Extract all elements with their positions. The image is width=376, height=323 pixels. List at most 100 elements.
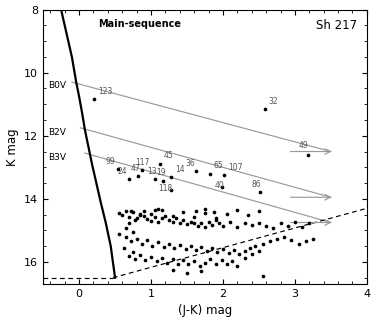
Point bbox=[252, 243, 258, 248]
Point bbox=[191, 221, 197, 226]
Point bbox=[135, 173, 141, 179]
Point bbox=[155, 206, 161, 212]
Point bbox=[162, 214, 168, 219]
Point bbox=[126, 177, 132, 182]
Point bbox=[204, 248, 210, 254]
Point bbox=[220, 246, 226, 251]
Point bbox=[152, 214, 158, 220]
Point bbox=[175, 261, 181, 266]
Text: 32: 32 bbox=[268, 97, 278, 106]
Point bbox=[224, 212, 230, 217]
Point bbox=[249, 222, 255, 227]
Text: 117: 117 bbox=[135, 158, 150, 167]
Point bbox=[155, 240, 161, 245]
Point bbox=[183, 246, 189, 251]
Point bbox=[258, 189, 264, 194]
Point bbox=[262, 106, 268, 111]
Point bbox=[207, 257, 213, 262]
Point bbox=[184, 270, 190, 276]
Point bbox=[310, 237, 316, 242]
Text: 36: 36 bbox=[186, 159, 195, 168]
Point bbox=[226, 251, 232, 256]
Point bbox=[130, 210, 136, 215]
Point bbox=[234, 207, 240, 213]
Text: 123: 123 bbox=[98, 87, 112, 96]
Point bbox=[227, 219, 233, 224]
Text: 86: 86 bbox=[252, 180, 261, 189]
Point bbox=[141, 214, 147, 219]
Point bbox=[303, 239, 309, 244]
Point bbox=[221, 172, 227, 178]
Point bbox=[199, 268, 205, 273]
Point bbox=[144, 217, 150, 222]
Text: 107: 107 bbox=[228, 163, 243, 172]
Text: 19: 19 bbox=[156, 168, 166, 177]
Point bbox=[177, 242, 183, 247]
Point bbox=[285, 223, 291, 228]
Point bbox=[229, 259, 235, 264]
Point bbox=[170, 267, 176, 272]
Point bbox=[126, 214, 132, 220]
Point bbox=[199, 220, 205, 225]
Point bbox=[234, 224, 240, 229]
Point bbox=[180, 258, 186, 263]
Point bbox=[91, 97, 97, 102]
Point bbox=[256, 208, 262, 214]
Point bbox=[195, 223, 201, 228]
Point bbox=[274, 237, 280, 242]
Point bbox=[148, 255, 154, 260]
Point bbox=[148, 212, 154, 217]
Point bbox=[202, 260, 208, 265]
Point bbox=[123, 235, 129, 240]
Point bbox=[188, 219, 194, 224]
Text: 24: 24 bbox=[118, 167, 127, 176]
Point bbox=[241, 220, 247, 225]
Point bbox=[191, 214, 197, 220]
Point bbox=[202, 224, 208, 229]
Point bbox=[213, 216, 219, 221]
Point bbox=[154, 259, 160, 264]
Point bbox=[164, 260, 170, 265]
Point bbox=[191, 259, 197, 264]
Point bbox=[133, 237, 139, 242]
Point bbox=[241, 255, 247, 261]
Point bbox=[296, 241, 302, 246]
Point bbox=[180, 210, 186, 215]
Point bbox=[157, 161, 163, 166]
Point bbox=[256, 221, 262, 226]
Text: Main-sequence: Main-sequence bbox=[98, 19, 181, 29]
Point bbox=[171, 245, 177, 250]
Text: B2V: B2V bbox=[48, 128, 66, 137]
Point bbox=[126, 254, 132, 259]
Point bbox=[220, 223, 226, 228]
Text: 49: 49 bbox=[299, 141, 308, 150]
Point bbox=[141, 208, 147, 214]
Point bbox=[123, 225, 129, 230]
Point bbox=[267, 239, 273, 244]
Point bbox=[259, 241, 265, 246]
Point bbox=[168, 175, 174, 180]
Point bbox=[159, 216, 165, 221]
Text: 14: 14 bbox=[175, 165, 184, 174]
Point bbox=[299, 224, 305, 229]
Point bbox=[209, 222, 215, 227]
Text: 47: 47 bbox=[131, 164, 141, 173]
Point bbox=[137, 252, 143, 257]
Point bbox=[166, 241, 172, 246]
Point bbox=[216, 221, 222, 226]
Point bbox=[231, 247, 237, 253]
Text: 65: 65 bbox=[214, 162, 223, 171]
Point bbox=[193, 247, 199, 253]
Point bbox=[180, 218, 186, 223]
Point bbox=[116, 211, 122, 216]
Point bbox=[213, 261, 219, 266]
Point bbox=[206, 219, 212, 224]
Text: 99: 99 bbox=[106, 157, 115, 166]
Point bbox=[170, 214, 176, 219]
Point bbox=[245, 213, 251, 218]
Point bbox=[159, 207, 165, 213]
Point bbox=[218, 184, 224, 190]
Point bbox=[170, 219, 176, 224]
Point bbox=[123, 208, 129, 214]
Point bbox=[128, 239, 134, 244]
